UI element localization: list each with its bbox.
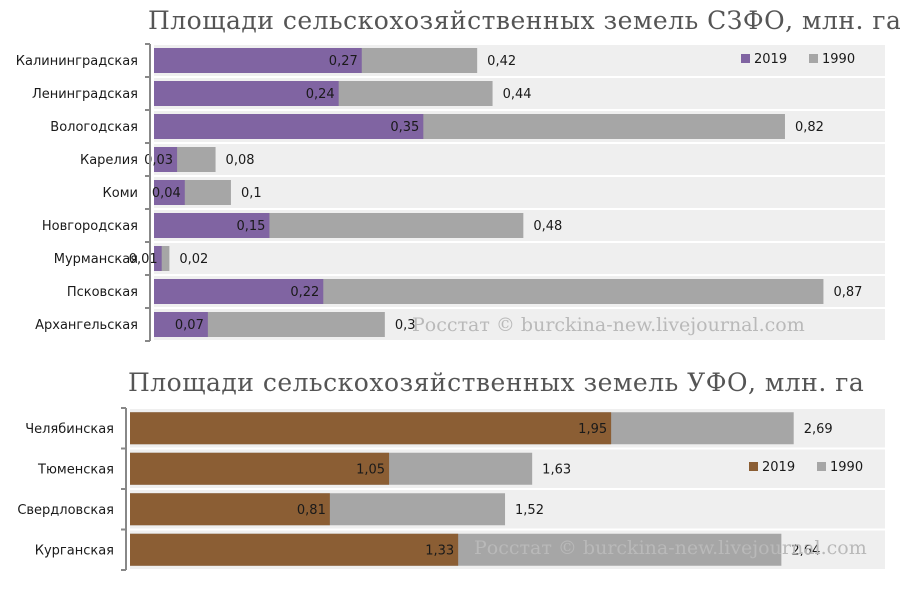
ufo-legend-label-1990: 1990 bbox=[830, 460, 863, 475]
szfo-value-label-1990: 0,48 bbox=[533, 219, 562, 234]
chart-title-ufo: Площади сельскохозяйственных земель УФО,… bbox=[128, 368, 865, 397]
szfo-value-label-1990: 0,08 bbox=[226, 153, 255, 168]
szfo-value-label-2019: 0,24 bbox=[306, 87, 335, 102]
szfo-value-label-2019: 0,07 bbox=[175, 318, 204, 333]
szfo-row-band bbox=[154, 177, 885, 208]
ufo-value-label-2019: 1,95 bbox=[578, 422, 607, 437]
szfo-bar-2019 bbox=[154, 180, 185, 205]
szfo-bar-2019 bbox=[154, 48, 362, 73]
szfo-value-label-1990: 0,3 bbox=[395, 318, 416, 333]
szfo-value-label-1990: 0,42 bbox=[487, 54, 516, 69]
szfo-bar-2019 bbox=[154, 147, 178, 172]
ufo-legend-swatch-2019 bbox=[749, 462, 758, 471]
watermark-ufo: Росстат © burckina-new.livejournal.com bbox=[474, 537, 867, 559]
ufo-bar-2019 bbox=[130, 452, 390, 485]
ufo-category-label: Курганская bbox=[35, 543, 114, 558]
szfo-bar-2019 bbox=[154, 114, 424, 139]
szfo-value-label-2019: 0,27 bbox=[329, 54, 358, 69]
ufo-legend-swatch-1990 bbox=[817, 462, 826, 471]
szfo-legend-swatch-1990 bbox=[809, 54, 818, 63]
szfo-category-label: Новгородская bbox=[42, 219, 138, 234]
szfo-value-label-1990: 0,44 bbox=[503, 87, 532, 102]
ufo-value-label-1990: 1,63 bbox=[542, 462, 571, 477]
szfo-bar-2019 bbox=[154, 279, 324, 304]
szfo-legend-swatch-2019 bbox=[741, 54, 750, 63]
szfo-category-label: Карелия bbox=[80, 153, 138, 168]
szfo-category-label: Вологодская bbox=[50, 120, 138, 135]
szfo-category-label: Мурманская bbox=[54, 252, 138, 267]
szfo-category-label: Псковская bbox=[67, 285, 138, 300]
chart-szfo: Калининградская 0,27 0,42 Ленинградская 0,24… bbox=[16, 43, 885, 342]
ufo-bar-2019 bbox=[130, 493, 330, 526]
ufo-value-label-1990: 2,64 bbox=[791, 543, 820, 558]
szfo-category-label: Архангельская bbox=[35, 318, 138, 333]
ufo-category-label: Свердловская bbox=[17, 503, 114, 518]
szfo-value-label-2019: 0,03 bbox=[144, 153, 173, 168]
ufo-value-label-2019: 1,33 bbox=[425, 543, 454, 558]
szfo-bar-2019 bbox=[154, 213, 270, 238]
ufo-category-label: Тюменская bbox=[37, 462, 114, 477]
watermark-szfo: Росстат © burckina-new.livejournal.com bbox=[412, 314, 805, 336]
ufo-category-label: Челябинская bbox=[25, 422, 114, 437]
ufo-value-label-1990: 2,69 bbox=[804, 422, 833, 437]
szfo-value-label-1990: 0,1 bbox=[241, 186, 262, 201]
szfo-value-label-2019: 0,15 bbox=[236, 219, 265, 234]
szfo-value-label-1990: 0,87 bbox=[833, 285, 862, 300]
szfo-value-label-2019: 0,04 bbox=[152, 186, 181, 201]
chart-ufo: Челябинская 1,95 2,69 Тюменская 1,05 1,63 Свер… bbox=[17, 407, 885, 571]
szfo-value-label-2019: 0,35 bbox=[390, 120, 419, 135]
szfo-bar-2019 bbox=[154, 312, 208, 337]
szfo-value-label-1990: 0,02 bbox=[179, 252, 208, 267]
szfo-row-band bbox=[154, 144, 885, 175]
szfo-category-label: Калининградская bbox=[16, 54, 138, 69]
szfo-value-label-2019: 0,22 bbox=[290, 285, 319, 300]
szfo-category-label: Коми bbox=[103, 186, 138, 201]
szfo-legend-label-2019: 2019 bbox=[754, 52, 787, 67]
szfo-value-label-1990: 0,82 bbox=[795, 120, 824, 135]
chart-title-szfo: Площади сельскохозяйственных земель СЗФО… bbox=[148, 6, 900, 35]
szfo-legend-label-1990: 1990 bbox=[822, 52, 855, 67]
ufo-value-label-1990: 1,52 bbox=[515, 503, 544, 518]
ufo-bar-2019 bbox=[130, 412, 612, 445]
ufo-bar-2019 bbox=[130, 533, 459, 566]
szfo-bar-2019 bbox=[154, 81, 339, 106]
ufo-legend-label-2019: 2019 bbox=[762, 460, 795, 475]
szfo-category-label: Ленинградская bbox=[32, 87, 138, 102]
szfo-bar-2019 bbox=[154, 246, 162, 271]
szfo-value-label-2019: 0,01 bbox=[129, 252, 158, 267]
szfo-row-band bbox=[154, 243, 885, 274]
ufo-value-label-2019: 1,05 bbox=[356, 462, 385, 477]
ufo-value-label-2019: 0,81 bbox=[297, 503, 326, 518]
